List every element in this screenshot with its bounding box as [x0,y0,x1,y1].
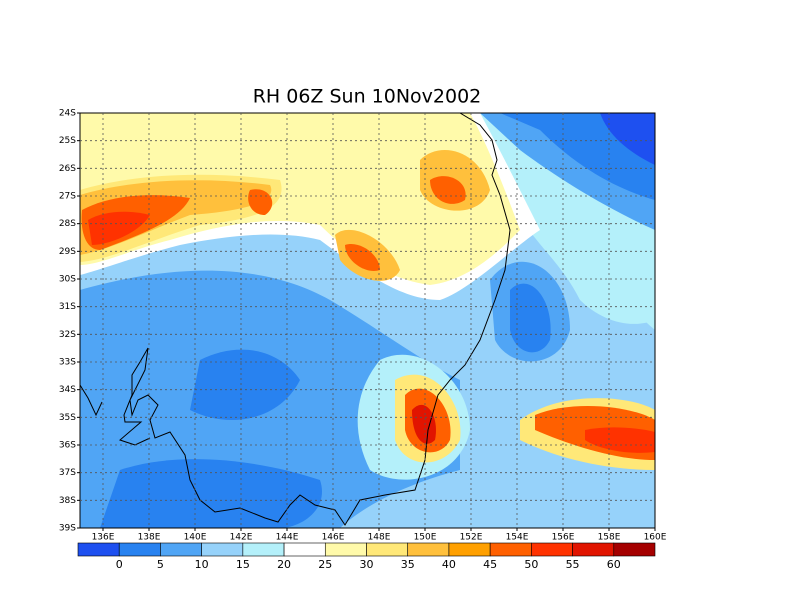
colorbar-box [489,542,532,557]
colorbar-label: 60 [607,558,621,571]
colorbar-box [242,542,285,557]
colorbar-box [366,542,409,557]
lat-label: 32S [59,330,76,340]
lat-label: 38S [59,496,76,506]
lon-label: 150E [414,533,437,543]
colorbar-label: 0 [116,558,123,571]
lat-label: 29S [59,247,76,257]
lon-label: 144E [276,533,299,543]
lat-label: 34S [59,385,76,395]
map-frame [79,112,656,529]
colorbar-label: 40 [442,558,456,571]
lon-label: 160E [644,533,667,543]
colorbar-box [201,542,244,557]
colorbar-label: 45 [483,558,497,571]
lat-label: 30S [59,275,76,285]
colorbar-label: 30 [360,558,374,571]
colorbar-box [531,542,573,557]
lon-label: 152E [460,533,483,543]
lat-label: 35S [59,413,76,423]
lat-label: 39S [59,524,76,534]
colorbar-label: 55 [566,558,580,571]
colorbar-box [324,542,367,557]
lat-label: 37S [59,468,76,478]
colorbar-label: 25 [318,558,332,571]
lon-label: 138E [138,533,161,543]
colorbar-label: 20 [277,558,291,571]
colorbar-box [572,542,615,557]
lon-label: 148E [368,533,391,543]
colorbar-label: 5 [157,558,164,571]
colorbar-box [160,542,202,557]
lon-label: 142E [230,533,253,543]
lon-label: 158E [598,533,621,543]
lon-label: 136E [92,533,115,543]
lat-label: 36S [59,441,76,451]
colorbar-box [613,542,656,557]
field [80,113,655,528]
map-title: RH 06Z Sun 10Nov2002 [253,86,482,108]
lat-label: 26S [59,164,76,174]
lon-label: 154E [506,533,529,543]
lon-label: 146E [322,533,345,543]
colorbar-box [283,542,326,557]
colorbar-box [448,542,491,557]
lat-label: 33S [59,358,76,368]
lat-label: 25S [59,136,76,146]
colorbar-label: 10 [195,558,209,571]
lat-label: 27S [59,192,76,202]
colorbar-box [77,542,120,557]
lat-label: 28S [59,219,76,229]
colorbar-label: 35 [401,558,415,571]
colorbar-label: 15 [236,558,250,571]
lat-label: 31S [59,302,76,312]
lon-label: 140E [184,533,207,543]
colorbar-box [118,542,161,557]
lon-label: 156E [552,533,575,543]
colorbar-box [407,542,450,557]
lat-label: 24S [59,109,76,119]
colorbar-label: 50 [524,558,538,571]
